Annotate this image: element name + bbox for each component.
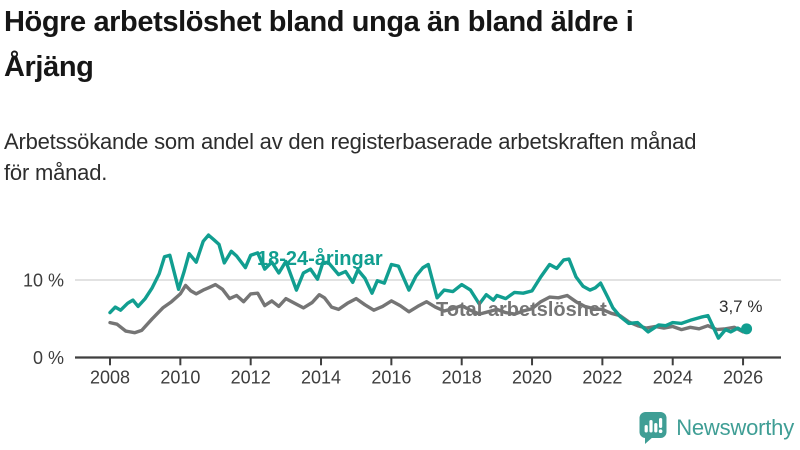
latest-value-dot — [741, 323, 753, 335]
brand-name: Newsworthy — [676, 414, 794, 440]
x-axis-tick-label: 2020 — [512, 368, 552, 388]
series-line-0 — [108, 282, 750, 335]
series-label-0: Total arbetslöshet — [436, 299, 607, 321]
x-axis-tick-label: 2016 — [371, 368, 411, 388]
x-axis-tick-label: 2012 — [231, 368, 271, 388]
brand-footer: Newsworthy — [638, 411, 794, 444]
x-axis-tick-label: 2026 — [723, 368, 763, 388]
newsworthy-logo-icon — [639, 412, 667, 444]
x-axis-tick-label: 2024 — [653, 368, 693, 388]
page-title: Högre arbetslöshet bland unga än bland ä… — [4, 6, 634, 83]
series-label-1: 18-24-åringar — [257, 247, 383, 270]
y-axis-tick-label: 10 % — [23, 271, 64, 291]
chart-subtitle: Arbetssökande som andel av den registerb… — [4, 129, 697, 186]
latest-value-annotation: 3,7 % — [719, 297, 762, 316]
x-axis-tick-label: 2018 — [442, 368, 482, 388]
series-line-1 — [108, 233, 749, 340]
x-axis-tick-label: 2022 — [582, 368, 622, 388]
x-axis-tick-label: 2014 — [301, 368, 341, 388]
x-axis-tick-label: 2010 — [160, 368, 200, 388]
y-axis-tick-label: 0 % — [33, 348, 64, 368]
x-axis-tick-label: 2008 — [90, 368, 130, 388]
